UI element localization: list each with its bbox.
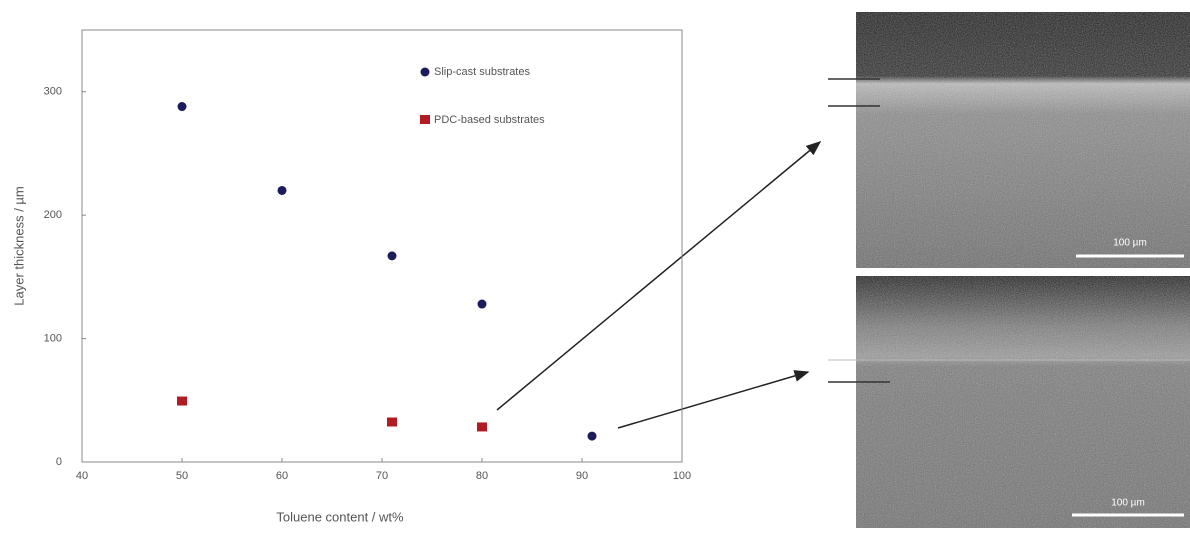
scale-bar-label: 100 µm [1113, 238, 1147, 249]
x-tick-label: 50 [176, 470, 188, 482]
x-tick-label: 80 [476, 470, 488, 482]
legend-marker [420, 67, 430, 77]
plot-frame [81, 29, 683, 463]
marker [387, 251, 397, 261]
arrow [617, 370, 810, 429]
marker [177, 396, 187, 406]
legend-label: PDC-based substrates [434, 114, 545, 126]
y-tick-label: 100 [44, 332, 62, 344]
y-tick-label: 0 [56, 456, 62, 468]
y-tick-label: 200 [44, 209, 62, 221]
sem-image-bottom: 100 µm [828, 276, 1190, 528]
legend-marker [420, 115, 430, 124]
marker [587, 431, 597, 441]
x-axis-label: Toluene content / wt% [276, 509, 404, 524]
scale-bar-label: 100 µm [1111, 498, 1145, 509]
marker [477, 299, 487, 309]
marker [477, 422, 487, 432]
legend-label: Slip-cast substrates [434, 66, 530, 78]
marker [277, 185, 287, 195]
x-tick-label: 40 [76, 470, 88, 482]
y-tick-label: 300 [44, 86, 62, 98]
marker [177, 102, 187, 112]
sem-image-top: 100 µm [828, 12, 1190, 268]
y-axis-label: Layer thickness / µm [11, 186, 26, 305]
arrow [496, 141, 822, 411]
marker [387, 417, 397, 427]
x-tick-label: 70 [376, 470, 388, 482]
x-tick-label: 60 [276, 470, 288, 482]
x-tick-label: 90 [576, 470, 588, 482]
x-tick-label: 100 [673, 470, 691, 482]
